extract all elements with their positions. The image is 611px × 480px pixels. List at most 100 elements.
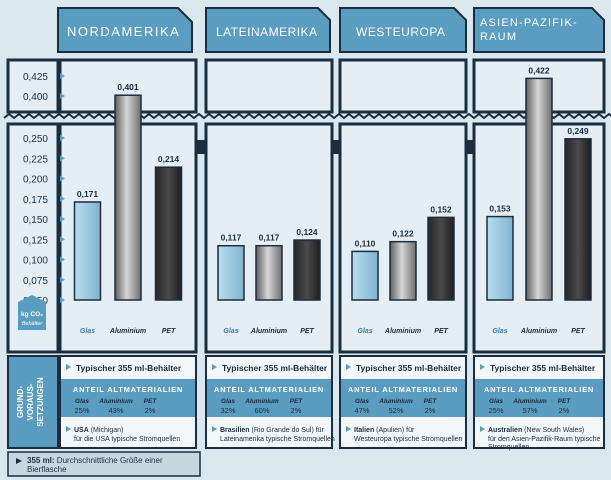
unit-line1: kg CO₂ — [21, 311, 43, 318]
header-tab-asien-pazifik — [473, 7, 605, 53]
header-tab-nordamerika — [57, 7, 193, 53]
bar-glas-2 — [351, 250, 379, 301]
y-tick-upper-1: 0,400 — [23, 92, 48, 103]
footnote-box — [7, 451, 201, 477]
axis-break-zigzag — [3, 112, 611, 120]
bullet-arrow-icon — [212, 426, 217, 432]
material-label: Aluminium — [98, 398, 133, 405]
y-tick-marker-icon — [60, 135, 65, 141]
y-tick-marker-icon — [60, 276, 65, 283]
panel-connector-0 — [196, 140, 206, 154]
recycled-heading: ANTEIL ALTMATERIALIEN — [484, 385, 594, 394]
y-tick-lower-1: 0,225 — [23, 154, 48, 165]
footnote-line2: Bierflasche — [27, 465, 67, 474]
unit-line2: Behälter — [22, 321, 44, 327]
assumptions-section: GRUND-VORAUS-SETZUNGEN Typischer 355 ml-B… — [7, 355, 605, 451]
header-westeuropa: WESTEUROPA — [356, 25, 445, 39]
footnote-rest: Durchschnittliche Größe einer — [55, 456, 163, 465]
assumptions-side-label-line: VORAUS- — [26, 383, 35, 420]
recycled-value: 2% — [559, 406, 570, 415]
bars: 0,171 Glas 0,401 Aluminium 0,214 PET 0,117 Glas… — [73, 65, 592, 335]
header-asien-pazifik-line1: ASIEN-PAZIFIK- — [480, 17, 578, 29]
header-asien-pazifik: ASIEN-PAZIFIK- RAUM — [480, 17, 578, 43]
bar-pet-0 — [154, 166, 183, 301]
category-label-aluminium: Aluminium — [520, 328, 557, 335]
category-label-aluminium: Aluminium — [250, 328, 287, 335]
material-label: Aluminium — [244, 398, 279, 405]
header-lateinamerika: LATEINAMERIKA — [216, 25, 318, 39]
container-label: Typischer 355 ml-Behälter — [76, 363, 182, 373]
y-tick-marker-icon — [60, 236, 65, 243]
source-line1: Italien (Apulien) für — [354, 427, 415, 434]
y-tick-lower-3: 0,175 — [23, 195, 48, 206]
container-label: Typischer 355 ml-Behälter — [222, 363, 328, 373]
bar-glas-3 — [486, 215, 514, 301]
material-label: PET — [290, 398, 304, 405]
y-tick-lower-0: 0,250 — [23, 134, 48, 145]
bar-value-label: 0,122 — [392, 229, 414, 239]
source-rest: (Apulien) für — [374, 427, 415, 434]
panel-upper-1 — [204, 58, 334, 114]
region-headers: NORDAMERIKA LATEINAMERIKA WESTEUROPA ASI… — [57, 7, 605, 53]
category-label-glas: Glas — [223, 328, 238, 335]
bullet-arrow-icon — [480, 364, 485, 370]
bar-value-label: 0,124 — [296, 227, 318, 237]
material-label: Aluminium — [512, 398, 547, 405]
y-tick-lower-4: 0,150 — [23, 215, 48, 226]
bar-value-label: 0,422 — [528, 65, 550, 75]
footnote-bold: 355 ml: — [27, 456, 55, 465]
y-tick-marker-icon — [60, 155, 65, 162]
assumptions-side-label: GRUND-VORAUS-SETZUNGEN — [16, 377, 45, 427]
category-label-pet: PET — [300, 328, 314, 335]
bar-value-label: 0,152 — [430, 204, 452, 214]
footnote: 355 ml: Durchschnittliche Größe einer Bi… — [7, 451, 201, 477]
bullet-arrow-icon — [480, 426, 485, 432]
recycled-heading: ANTEIL ALTMATERIALIEN — [214, 385, 324, 394]
material-label: Aluminium — [378, 398, 413, 405]
y-tick-marker-icon — [60, 256, 65, 263]
assumptions-side-label-line: SETZUNGEN — [36, 377, 45, 427]
source-line1: USA (Michigan) — [74, 427, 123, 434]
recycled-value: 2% — [145, 406, 156, 415]
y-tick-lower-2: 0,200 — [23, 175, 48, 186]
y-tick-lower-6: 0,100 — [23, 256, 48, 267]
source-line1: Brasilien (Rio Grande do Sul) für — [220, 427, 325, 434]
bullet-arrow-icon — [212, 364, 217, 370]
recycled-value: 25% — [488, 406, 503, 415]
recycled-heading: ANTEIL ALTMATERIALIEN — [73, 385, 183, 394]
source-line2: Westeuropa typische Stromquellen — [354, 436, 463, 443]
bullet-arrow-icon — [346, 364, 351, 370]
container-label: Typischer 355 ml-Behälter — [490, 363, 596, 373]
recycled-band — [207, 379, 331, 417]
material-label: Glas — [489, 398, 503, 405]
bar-value-label: 0,110 — [355, 238, 376, 248]
assumptions-side-label-line: GRUND- — [16, 386, 25, 418]
footnote-arrow-icon — [16, 458, 22, 464]
recycled-value: 57% — [522, 406, 537, 415]
bar-aluminium-3 — [525, 77, 553, 301]
container-label: Typischer 355 ml-Behälter — [356, 363, 462, 373]
source-bold: USA — [74, 427, 89, 434]
source-line2: Lateinamerika typische Stromquellen — [220, 436, 335, 443]
bar-aluminium-1 — [255, 244, 283, 301]
category-label-pet: PET — [434, 328, 448, 335]
header-nordamerika: NORDAMERIKA — [67, 24, 180, 39]
y-tick-marker-icon — [60, 175, 65, 182]
bar-value-label: 0,249 — [567, 126, 589, 136]
bar-pet-1 — [293, 239, 321, 301]
y-axis: 0,425 0,400 0,250 0,225 0,200 0,175 0,150 0,125… — [18, 72, 65, 330]
header-tab-westeuropa — [339, 7, 467, 53]
category-label-aluminium: Aluminium — [109, 328, 146, 335]
bar-aluminium-0 — [114, 94, 142, 301]
recycled-value: 60% — [254, 406, 269, 415]
source-rest: (Michigan) — [89, 427, 124, 434]
bar-value-label: 0,153 — [489, 204, 511, 214]
y-tick-upper-0: 0,425 — [23, 72, 48, 83]
panel-upper-2 — [338, 58, 468, 114]
source-line2: für den Asien-Pazifik-Raum typische — [488, 436, 601, 443]
unit-badge-icon — [18, 295, 46, 330]
panel-connector-2 — [466, 140, 474, 154]
bar-pet-2 — [427, 216, 455, 301]
source-bold: Italien — [354, 427, 374, 434]
recycled-value: 52% — [388, 406, 403, 415]
